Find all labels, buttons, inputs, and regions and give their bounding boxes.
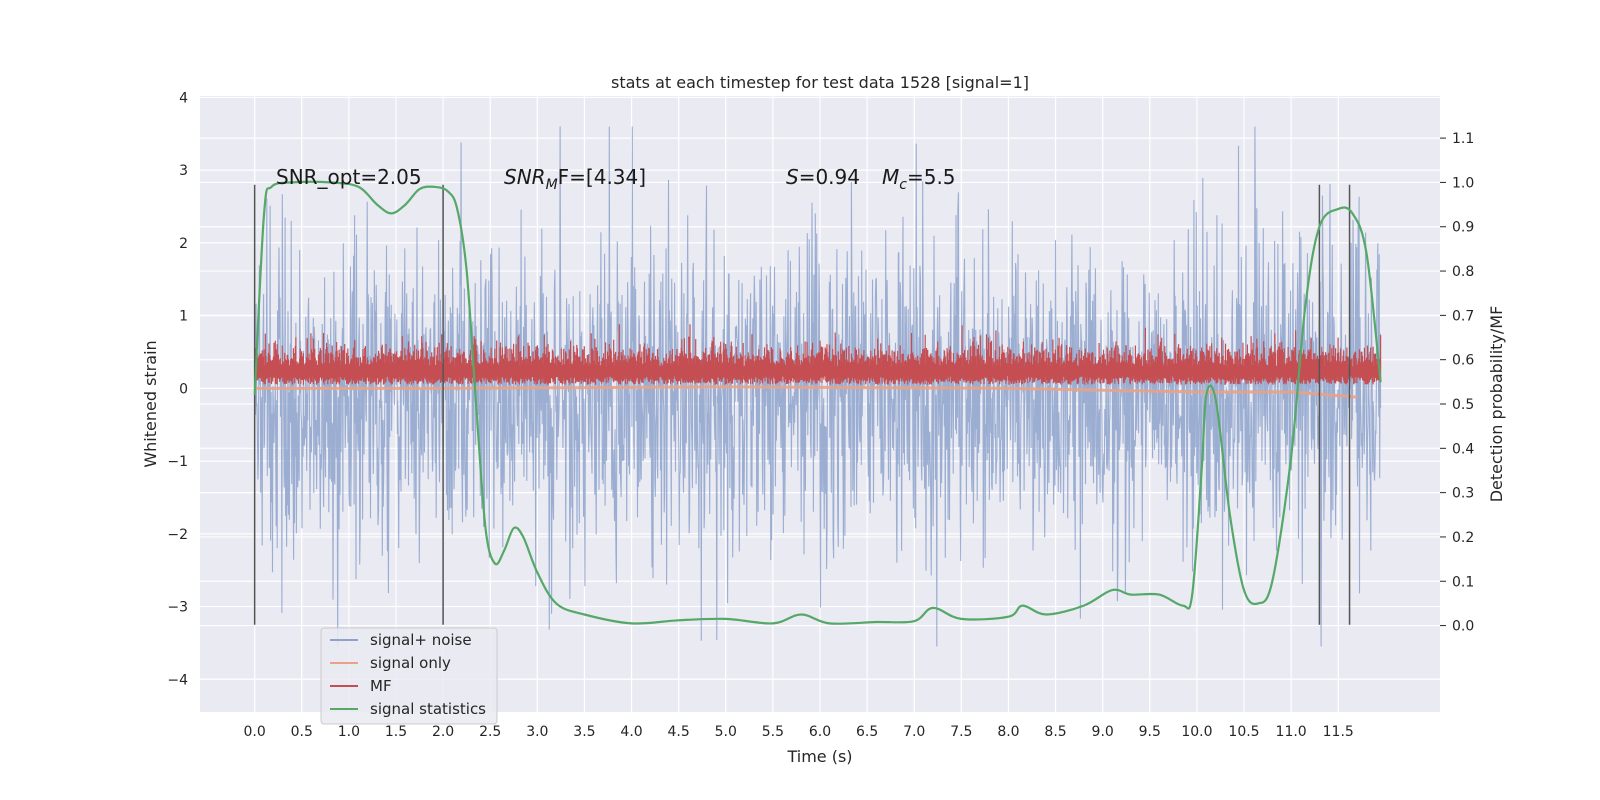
y-right-tick-label: 0.6 — [1452, 353, 1474, 369]
annotation-mc-main: M — [882, 165, 899, 189]
x-tick-label: 4.5 — [668, 724, 690, 740]
x-axis-label: Time (s) — [786, 747, 852, 766]
x-tick-label: 5.0 — [715, 724, 737, 740]
annotation-mc: Mc=5.5 — [882, 165, 956, 193]
annotation-mc-value: =5.5 — [907, 165, 956, 189]
y-right-tick-label: 0.9 — [1452, 220, 1474, 236]
annotation-snr-mf: SNRMF=[4.34] — [504, 165, 646, 193]
y-axis-label: Whitened strain — [141, 340, 160, 467]
x-tick-label: 1.0 — [338, 724, 360, 740]
x-tick-label: 0.0 — [244, 724, 266, 740]
y-tick-label: 1 — [179, 309, 188, 325]
x-tick-label: 4.0 — [620, 724, 642, 740]
y-right-tick-label: 1.1 — [1452, 131, 1474, 147]
chart-title: stats at each timestep for test data 152… — [611, 73, 1029, 92]
x-tick-label: 11.0 — [1276, 724, 1307, 740]
x-tick-label: 8.5 — [1044, 724, 1066, 740]
annotation-snr-mf-sub: M — [546, 177, 558, 193]
x-tick-label: 10.0 — [1181, 724, 1212, 740]
y-axis-right-ticks: 1.1 1.0 0.9 0.8 0.7 0.6 0.5 0.4 0.3 0.2 0.1 0.0 — [1440, 131, 1474, 635]
y-tick-label: −2 — [167, 527, 188, 543]
annotation-snr-opt: SNR_opt=2.05 — [276, 165, 422, 189]
x-tick-label: 6.0 — [809, 724, 831, 740]
annotation-s-main: S — [786, 165, 799, 189]
x-tick-label: 0.5 — [291, 724, 313, 740]
legend: signal+ noise signal only MF signal stat… — [320, 627, 498, 725]
x-tick-label: 6.5 — [856, 724, 878, 740]
series-line-signal-statistics — [253, 180, 1382, 625]
x-axis-ticks: 0.0 0.5 1.0 1.5 2.0 2.5 3.0 3.5 4.0 4.5 5.0 5.5 6.0 6… — [244, 724, 1354, 740]
x-tick-label: 9.5 — [1139, 724, 1161, 740]
x-tick-label: 11.5 — [1323, 724, 1354, 740]
y-tick-label: −3 — [167, 600, 188, 616]
x-tick-label: 2.5 — [479, 724, 501, 740]
x-tick-label: 9.0 — [1092, 724, 1114, 740]
y-tick-label: −1 — [167, 454, 188, 470]
marker-lines — [253, 184, 1351, 625]
x-tick-label: 2.0 — [432, 724, 454, 740]
x-tick-label: 1.5 — [385, 724, 407, 740]
x-tick-label: 3.0 — [526, 724, 548, 740]
legend-box — [320, 627, 498, 725]
y-right-tick-label: 0.5 — [1452, 397, 1474, 413]
annotation-s-value: =0.94 — [799, 165, 860, 189]
x-tick-label: 10.5 — [1228, 724, 1259, 740]
y-right-tick-label: 0.3 — [1452, 486, 1474, 502]
y-axis-right-label: Detection probability/MF — [1487, 306, 1506, 503]
y-tick-label: −4 — [167, 672, 188, 688]
x-tick-label: 5.5 — [762, 724, 784, 740]
y-right-tick-label: 0.1 — [1452, 574, 1474, 590]
y-right-tick-label: 0.4 — [1452, 441, 1474, 457]
y-right-tick-label: 1.0 — [1452, 175, 1474, 191]
y-tick-label: 0 — [179, 381, 188, 397]
x-tick-label: 7.5 — [950, 724, 972, 740]
y-right-tick-label: 0.7 — [1452, 308, 1474, 324]
y-tick-label: 4 — [179, 90, 188, 106]
y-right-tick-label: 0.2 — [1452, 530, 1474, 546]
x-tick-label: 7.0 — [903, 724, 925, 740]
legend-label-signal-noise: signal+ noise — [370, 631, 472, 649]
series-signal-statistics — [253, 180, 1382, 625]
y-right-tick-label: 0.0 — [1452, 619, 1474, 635]
x-tick-label: 8.0 — [997, 724, 1019, 740]
y-right-tick-label: 0.8 — [1452, 264, 1474, 280]
legend-label-mf: MF — [370, 677, 392, 695]
y-tick-label: 2 — [179, 236, 188, 252]
annotation-mc-sub: c — [899, 177, 907, 193]
legend-label-signal-only: signal only — [370, 654, 451, 672]
annotation-snr-mf-main: SNR — [504, 165, 546, 189]
y-tick-label: 3 — [179, 163, 188, 179]
annotation-s: S=0.94 — [786, 165, 860, 189]
x-tick-label: 3.5 — [573, 724, 595, 740]
y-axis-ticks: 4 3 2 1 0 −1 −2 −3 −4 — [167, 90, 188, 688]
annotation-snr-mf-value: F=[4.34] — [558, 165, 646, 189]
legend-label-signal-statistics: signal statistics — [370, 700, 486, 718]
